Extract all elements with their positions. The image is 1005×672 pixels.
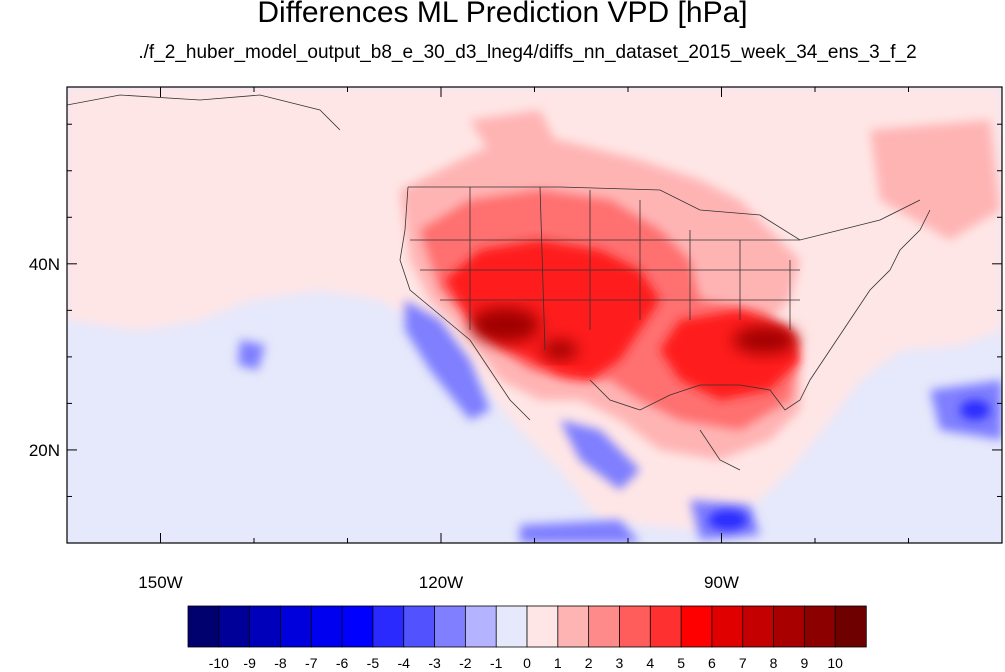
colorbar-swatch [495, 605, 528, 648]
colorbar-swatch [588, 605, 621, 648]
x-tick-label: 150W [138, 573, 182, 592]
colorbar-swatch [403, 605, 436, 648]
colorbar-swatch [834, 605, 867, 648]
colorbar-swatch [218, 605, 251, 648]
colorbar-label: 8 [770, 655, 778, 671]
colorbar-label: -2 [459, 655, 472, 671]
colorbar-label: 9 [800, 655, 808, 671]
colorbar-label: 1 [554, 655, 562, 671]
anomaly-negative [238, 300, 1002, 543]
axis-ticks [67, 87, 1003, 543]
anomaly-strong-negative [708, 400, 990, 530]
colorbar-label: -8 [274, 655, 287, 671]
colorbar-labels: -10 -9 -8 -7 -6 -5 -4 -3 -2 -1 0 1 2 3 4 5 6 7 8 9 10 [209, 655, 843, 671]
y-tick-label: 20N [29, 441, 60, 460]
colorbar-label: -7 [305, 655, 318, 671]
colorbar-swatch [187, 605, 220, 648]
colorbar-swatch [434, 605, 467, 648]
colorbar-label: -10 [209, 655, 229, 671]
colorbar-swatch [341, 605, 374, 648]
colorbar-swatch [773, 605, 806, 648]
y-tick-label: 40N [29, 255, 60, 274]
colorbar-label: -9 [243, 655, 256, 671]
colorbar-swatch [526, 605, 559, 648]
x-tick-label: 90W [704, 573, 739, 592]
map-field [67, 87, 1002, 543]
chart-subtitle: ./f_2_huber_model_output_b8_e_30_d3_lneg… [138, 42, 917, 63]
colorbar-label: 0 [523, 655, 531, 671]
colorbar-swatch [619, 605, 651, 648]
colorbar-label: 2 [585, 655, 593, 671]
colorbar-label: -3 [428, 655, 441, 671]
colorbar-swatch [310, 605, 343, 648]
colorbar-label: -6 [336, 655, 349, 671]
chart-title: Differences ML Prediction VPD [hPa] [257, 0, 748, 29]
colorbar-swatch [711, 605, 744, 648]
colorbar-label: 3 [616, 655, 624, 671]
x-tick-label: 120W [419, 573, 463, 592]
colorbar-swatch [680, 605, 713, 648]
anomaly-max-core [470, 307, 797, 360]
colorbar-swatch [464, 605, 497, 648]
colorbar-swatch [557, 605, 590, 648]
colorbar-label: -1 [490, 655, 503, 671]
colorbar-label: 4 [646, 655, 654, 671]
colorbar-swatch [280, 605, 312, 648]
colorbar-label: -5 [367, 655, 380, 671]
colorbar-label: 6 [708, 655, 716, 671]
colorbar-swatch [249, 605, 282, 648]
colorbar-label: 7 [739, 655, 747, 671]
colorbar-swatch [372, 605, 405, 648]
y-axis-labels: 40N 20N [29, 255, 60, 460]
colorbar-label: 10 [827, 655, 843, 671]
colorbar-swatch [742, 605, 775, 648]
colorbar-swatch [803, 605, 836, 648]
x-axis-labels: 150W 120W 90W [138, 573, 739, 592]
colorbar-label: -4 [398, 655, 411, 671]
colorbar-label: 5 [677, 655, 685, 671]
coastlines [67, 94, 931, 471]
colorbar [187, 605, 867, 648]
colorbar-swatch [649, 605, 682, 648]
